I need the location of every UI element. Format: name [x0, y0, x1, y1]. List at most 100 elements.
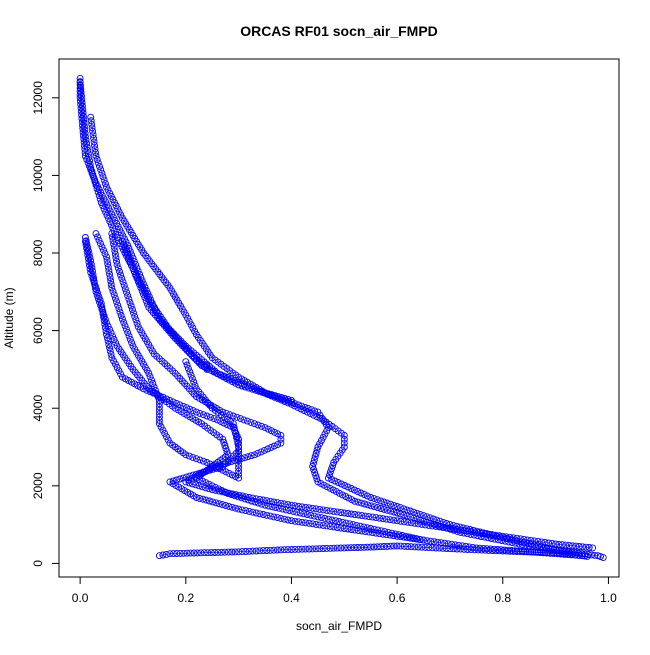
data-point [531, 537, 538, 545]
data-point [180, 549, 188, 557]
data-point [344, 525, 352, 533]
data-point [523, 536, 531, 544]
data-point [298, 402, 306, 410]
data-point [103, 334, 111, 342]
data-point [173, 550, 181, 557]
data-point [380, 498, 388, 506]
data-point [231, 548, 239, 556]
x-tick-label: 0.4 [283, 591, 300, 605]
data-point [383, 515, 390, 523]
data-point [222, 468, 230, 476]
data-point [95, 192, 103, 200]
data-point [84, 255, 92, 263]
data-point [101, 324, 109, 332]
data-point [235, 474, 243, 482]
data-point [387, 542, 394, 550]
data-point [105, 267, 113, 275]
data-point [304, 405, 312, 412]
data-point [323, 544, 331, 552]
data-point [81, 129, 89, 137]
data-point [104, 186, 112, 194]
data-point [103, 331, 110, 338]
data-point [144, 300, 151, 308]
data-point [326, 471, 333, 479]
data-point [541, 549, 549, 557]
data-point [578, 552, 586, 560]
data-point [88, 272, 96, 280]
data-point [314, 443, 322, 451]
data-point [86, 157, 93, 165]
data-point [221, 442, 229, 449]
data-point [588, 551, 595, 559]
data-point [538, 538, 545, 546]
data-point [417, 516, 424, 524]
data-point [110, 240, 118, 248]
data-point [501, 546, 508, 554]
data-point [288, 501, 295, 509]
data-point [273, 499, 281, 507]
data-point [110, 227, 118, 235]
data-point [218, 548, 225, 556]
data-point [324, 474, 332, 482]
data-point [432, 522, 440, 530]
data-point [310, 466, 318, 473]
data-point [313, 475, 321, 483]
data-point [344, 510, 352, 517]
data-point [545, 539, 553, 547]
data-point [312, 505, 320, 513]
data-point [565, 550, 573, 558]
data-point [80, 116, 88, 124]
data-point [116, 308, 124, 316]
data-point [106, 326, 114, 333]
data-point [121, 285, 129, 293]
data-point [411, 519, 419, 527]
data-point [196, 494, 204, 502]
data-point [130, 309, 137, 317]
data-point [259, 547, 267, 555]
data-point [455, 541, 463, 549]
data-point [499, 532, 507, 540]
data-point [558, 541, 566, 549]
x-tick-label: 0.6 [389, 591, 406, 605]
data-point [236, 415, 244, 423]
data-point [509, 534, 517, 542]
data-point [387, 500, 394, 508]
data-point [191, 381, 199, 389]
data-point [446, 545, 454, 553]
data-point [273, 546, 281, 554]
data-point [241, 454, 249, 462]
data-point [219, 462, 227, 470]
data-point [238, 506, 246, 514]
data-point [87, 257, 95, 265]
data-point [321, 430, 329, 438]
data-point [393, 503, 401, 510]
data-point [91, 141, 98, 149]
data-point [330, 544, 338, 552]
data-point [259, 496, 267, 504]
data-point [234, 493, 242, 501]
y-tick-label: 0 [31, 560, 45, 567]
data-point [128, 339, 136, 347]
data-point [291, 545, 299, 553]
data-point [228, 548, 236, 556]
data-point [552, 549, 560, 557]
x-axis: 0.0 0.2 0.4 0.6 0.8 1.0 [72, 576, 617, 605]
data-point [78, 99, 86, 107]
data-point [396, 510, 404, 518]
data-point [328, 465, 336, 473]
data-point [258, 500, 266, 508]
data-point [117, 271, 125, 279]
data-point [205, 497, 213, 505]
data-point [111, 294, 119, 302]
data-point [235, 381, 243, 389]
data-point [109, 287, 117, 295]
data-point [235, 491, 243, 499]
data-point [370, 525, 378, 533]
data-point [192, 470, 200, 478]
data-point [414, 543, 422, 551]
data-point [107, 281, 115, 288]
data-point [188, 480, 196, 488]
data-point [104, 263, 112, 271]
y-tick-label: 8000 [31, 239, 45, 266]
data-point [266, 512, 274, 520]
